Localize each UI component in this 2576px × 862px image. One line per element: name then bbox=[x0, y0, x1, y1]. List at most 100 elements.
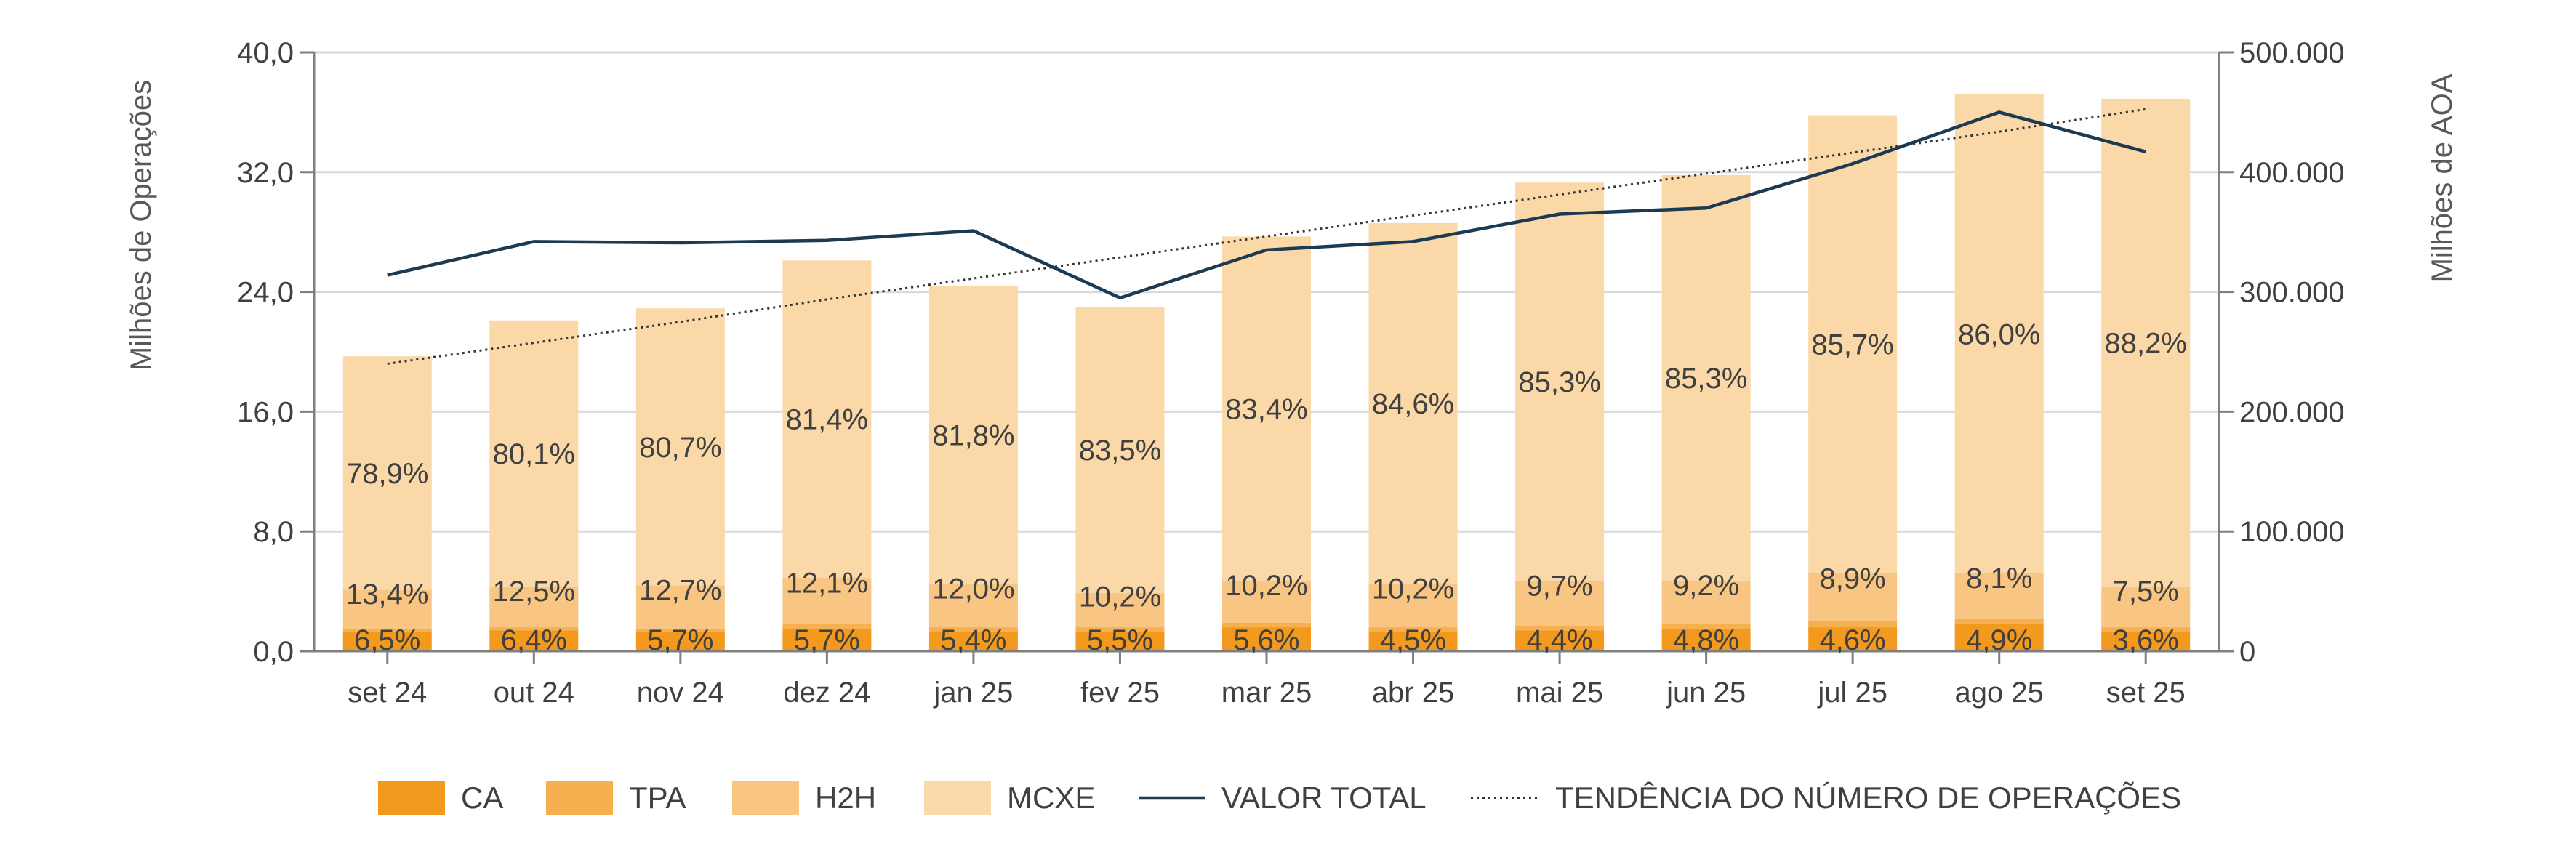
data-label-h2h: 12,1% bbox=[786, 567, 868, 599]
data-label-mcxe: 85,7% bbox=[1811, 329, 1893, 361]
bar-mcxe bbox=[2101, 98, 2191, 587]
y2-tick-label: 100.000 bbox=[2239, 516, 2345, 548]
data-label-h2h: 9,7% bbox=[1526, 570, 1592, 602]
bar-h2h bbox=[1661, 581, 1751, 624]
data-label-ca: 5,7% bbox=[647, 624, 713, 656]
data-label-h2h: 10,2% bbox=[1372, 573, 1454, 605]
bar-ca bbox=[342, 632, 432, 651]
data-label-ca: 3,6% bbox=[2113, 624, 2179, 656]
bar-ca bbox=[1515, 630, 1605, 651]
bar-tpa bbox=[1954, 618, 2044, 624]
data-label-ca: 4,4% bbox=[1526, 624, 1592, 656]
data-label-mcxe: 83,5% bbox=[1079, 435, 1161, 467]
valor-total-line bbox=[387, 110, 2146, 300]
bar-h2h bbox=[2101, 587, 2191, 628]
x-tick-label: set 25 bbox=[2106, 677, 2186, 709]
bar-ca bbox=[1222, 627, 1311, 651]
bars bbox=[342, 94, 2191, 651]
data-label-ca: 5,4% bbox=[940, 624, 1006, 656]
data-labels: 6,5% 13,4% 78,9% 6,4% 12,5% 80,1% 5,7% 12,7% 80,… bbox=[346, 318, 2187, 656]
bar-tpa bbox=[782, 624, 872, 629]
bar-mcxe bbox=[1808, 115, 1898, 573]
data-label-ca: 5,5% bbox=[1087, 624, 1153, 656]
data-label-mcxe: 83,4% bbox=[1225, 393, 1307, 425]
bar-h2h bbox=[1368, 584, 1458, 628]
data-label-mcxe: 86,0% bbox=[1958, 318, 2040, 350]
x-tick-label: abr 25 bbox=[1372, 677, 1454, 709]
y2-tick-label: 200.000 bbox=[2239, 396, 2345, 428]
x-tick-label: ago 25 bbox=[1955, 677, 2044, 709]
data-label-ca: 4,5% bbox=[1380, 624, 1446, 656]
legend-label: VALOR TOTAL bbox=[1221, 781, 1427, 815]
bar-ca bbox=[1661, 629, 1751, 651]
x-tick-label: jan 25 bbox=[933, 677, 1013, 709]
axes: 0,0 8,0 16,0 24,0 32,0 40,0 0 100.000 200.000 300… bbox=[237, 37, 2344, 709]
bar-ca bbox=[489, 630, 579, 651]
legend-swatch-h2h bbox=[732, 781, 799, 815]
bar-tpa bbox=[489, 627, 579, 631]
bar-mcxe bbox=[1515, 182, 1605, 581]
bar-mcxe bbox=[1368, 222, 1458, 584]
bar-tpa bbox=[1368, 627, 1458, 632]
bar-h2h bbox=[1954, 573, 2044, 619]
data-label-h2h: 8,9% bbox=[1820, 563, 1886, 595]
bar-tpa bbox=[928, 627, 1018, 632]
data-label-ca: 4,6% bbox=[1820, 624, 1886, 656]
x-tick-label: mai 25 bbox=[1516, 677, 1603, 709]
bar-tpa bbox=[342, 629, 432, 632]
data-label-ca: 4,9% bbox=[1966, 624, 2032, 656]
y-tick-label: 32,0 bbox=[237, 157, 294, 189]
bar-tpa bbox=[635, 629, 725, 632]
y-tick-label: 0,0 bbox=[253, 636, 294, 668]
legend-swatch-tpa bbox=[546, 781, 613, 815]
x-tick-label: out 24 bbox=[494, 677, 574, 709]
bar-h2h bbox=[1075, 592, 1165, 628]
data-label-ca: 6,5% bbox=[354, 624, 420, 656]
bar-h2h bbox=[928, 584, 1018, 628]
bar-tpa bbox=[2101, 627, 2191, 632]
bar-ca bbox=[782, 629, 872, 651]
data-label-mcxe: 88,2% bbox=[2105, 328, 2187, 360]
bar-mcxe bbox=[489, 320, 579, 587]
y2-tick-label: 300.000 bbox=[2239, 277, 2345, 309]
data-label-h2h: 7,5% bbox=[2113, 576, 2179, 608]
bar-tpa bbox=[1222, 622, 1311, 628]
data-label-mcxe: 78,9% bbox=[346, 458, 428, 490]
bar-ca bbox=[1808, 627, 1898, 651]
data-label-h2h: 12,5% bbox=[493, 576, 575, 608]
data-label-ca: 4,8% bbox=[1673, 624, 1739, 656]
bar-h2h bbox=[1515, 581, 1605, 626]
data-label-ca: 5,6% bbox=[1233, 624, 1299, 656]
x-tick-label: dez 24 bbox=[783, 677, 870, 709]
legend: CA TPA H2H MCXE VALOR TOTAL TENDÊNCIA DO NÚME… bbox=[378, 781, 2181, 815]
data-label-mcxe: 85,3% bbox=[1518, 366, 1600, 398]
data-label-h2h: 8,1% bbox=[1966, 563, 2032, 595]
bar-h2h bbox=[342, 589, 432, 629]
bar-tpa bbox=[1808, 621, 1898, 628]
legend-label: MCXE bbox=[1007, 781, 1095, 815]
x-tick-label: nov 24 bbox=[637, 677, 724, 709]
bar-h2h bbox=[635, 585, 725, 629]
data-label-ca: 5,7% bbox=[794, 624, 860, 656]
legend-swatch-mcxe bbox=[924, 781, 991, 815]
bar-mcxe bbox=[1661, 174, 1751, 581]
data-label-ca: 6,4% bbox=[501, 624, 567, 656]
bar-mcxe bbox=[635, 308, 725, 586]
y2-tick-label: 0 bbox=[2239, 636, 2255, 668]
bar-mcxe bbox=[342, 356, 432, 590]
bar-h2h bbox=[489, 587, 579, 628]
data-label-h2h: 9,2% bbox=[1673, 570, 1739, 602]
y-tick-label: 16,0 bbox=[237, 396, 294, 428]
legend-label: TPA bbox=[629, 781, 686, 815]
data-label-mcxe: 81,8% bbox=[932, 419, 1014, 451]
data-label-mcxe: 84,6% bbox=[1372, 388, 1454, 420]
bar-ca bbox=[928, 632, 1018, 651]
x-tick-label: mar 25 bbox=[1221, 677, 1312, 709]
y-tick-label: 24,0 bbox=[237, 277, 294, 309]
bar-ca bbox=[1075, 632, 1165, 651]
y2-tick-label: 500.000 bbox=[2239, 37, 2345, 69]
data-label-h2h: 13,4% bbox=[346, 579, 428, 611]
bar-h2h bbox=[1808, 573, 1898, 621]
legend-label: TENDÊNCIA DO NÚMERO DE OPERAÇÕES bbox=[1555, 781, 2181, 815]
